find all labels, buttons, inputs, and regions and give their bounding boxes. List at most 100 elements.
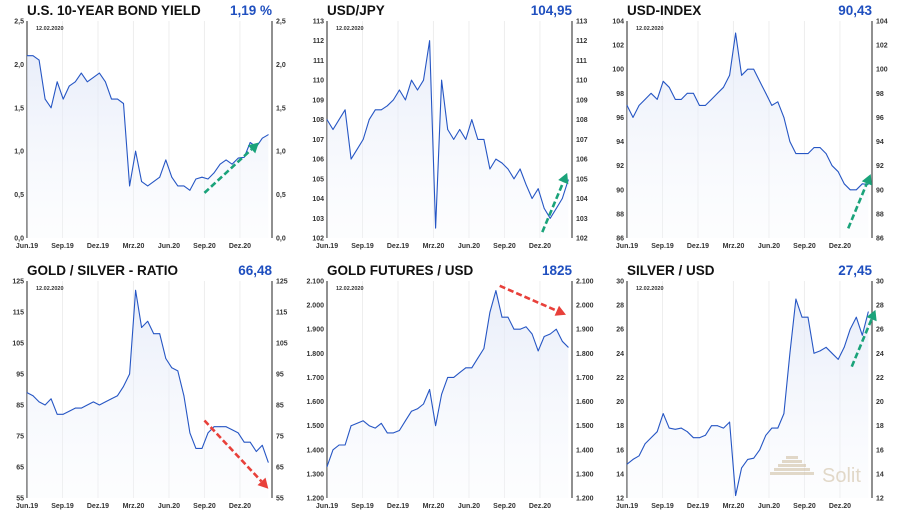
data-point xyxy=(537,188,539,190)
data-point xyxy=(219,163,221,165)
y-tick-label-left: 90 xyxy=(616,187,624,194)
data-point xyxy=(735,495,736,496)
y-tick-label-left: 26 xyxy=(616,327,624,334)
data-point xyxy=(549,333,551,335)
y-tick-label-right: 18 xyxy=(876,423,884,430)
data-point xyxy=(795,298,797,300)
trend-arrowhead xyxy=(558,172,569,185)
data-point xyxy=(398,89,400,91)
data-point xyxy=(237,157,239,159)
y-tick-label-left: 2,5 xyxy=(14,19,24,26)
watermark-text: Solit xyxy=(822,465,861,487)
y-tick-label-left: 12 xyxy=(616,496,624,503)
data-point xyxy=(668,86,670,88)
y-tick-label-left: 2.100 xyxy=(306,279,324,286)
y-tick-label-right: 106 xyxy=(576,157,588,164)
data-point xyxy=(632,117,634,118)
data-point xyxy=(219,426,221,428)
y-tick-label-right: 100 xyxy=(876,67,888,74)
x-tick-label: Sep.19 xyxy=(351,243,374,250)
trend-arrowhead xyxy=(861,174,872,186)
y-tick-label-right: 1.300 xyxy=(576,471,594,478)
data-point xyxy=(380,109,382,111)
data-point xyxy=(153,333,155,335)
current-value: 27,45 xyxy=(838,263,872,278)
data-point xyxy=(471,119,473,121)
data-point xyxy=(705,434,706,436)
data-point xyxy=(117,98,118,100)
y-tick-label-left: 1.200 xyxy=(306,496,324,503)
y-tick-label-right: 75 xyxy=(276,434,284,441)
data-point xyxy=(207,432,209,434)
data-point xyxy=(783,413,785,415)
data-point xyxy=(549,217,551,219)
data-point xyxy=(674,98,676,100)
y-tick-label-left: 1.900 xyxy=(306,327,324,334)
data-point xyxy=(423,403,424,405)
date-label: 12.02.2020 xyxy=(336,26,364,32)
y-tick-label-right: 109 xyxy=(576,97,588,104)
y-tick-label-left: 2,0 xyxy=(14,62,24,69)
data-point xyxy=(44,98,46,100)
data-point xyxy=(374,427,376,429)
y-tick-label-left: 86 xyxy=(616,236,624,243)
data-point xyxy=(692,92,694,94)
y-tick-label-right: 65 xyxy=(276,465,284,472)
data-point xyxy=(789,141,791,142)
data-point xyxy=(326,119,328,121)
trend-arrowhead xyxy=(247,142,259,154)
data-point xyxy=(405,420,406,422)
data-point xyxy=(74,81,76,83)
chart-panel: Jun.19 Sep.19 Dez.19 Mrz.20 Jun.20 Sep.20 Dez.… xyxy=(306,263,594,510)
y-tick-label-left: 20 xyxy=(616,399,624,406)
y-tick-label-left: 107 xyxy=(312,137,324,144)
data-point xyxy=(237,432,239,434)
data-point xyxy=(80,72,82,74)
data-point xyxy=(837,358,839,360)
data-point xyxy=(867,311,869,313)
y-tick-label-right: 104 xyxy=(576,196,588,203)
data-point xyxy=(213,172,215,174)
data-point xyxy=(171,367,173,369)
x-tick-label: Mrz.20 xyxy=(723,503,745,510)
chart-panel: Jun.19 Sep.19 Dez.19 Mrz.20 Jun.20 Sep.20 Dez.… xyxy=(14,3,286,250)
y-tick-label-right: 102 xyxy=(876,43,888,50)
data-point xyxy=(662,413,664,415)
current-value: 66,48 xyxy=(238,263,272,278)
data-point xyxy=(105,401,106,403)
data-point xyxy=(417,89,418,91)
data-point xyxy=(813,352,815,354)
data-point xyxy=(771,427,773,429)
data-point xyxy=(843,346,845,348)
x-tick-label: Sep.20 xyxy=(493,243,516,250)
data-point xyxy=(338,444,340,446)
data-point xyxy=(489,168,491,170)
data-point xyxy=(165,358,167,359)
y-tick-label-right: 111 xyxy=(576,58,587,65)
data-point xyxy=(344,444,346,446)
data-point xyxy=(477,357,479,359)
y-tick-label-right: 2.100 xyxy=(576,279,594,286)
data-point xyxy=(141,181,143,182)
data-point xyxy=(525,184,527,186)
date-label: 12.02.2020 xyxy=(336,286,364,292)
x-tick-label: Sep.20 xyxy=(193,243,216,250)
data-point xyxy=(861,334,863,336)
data-point xyxy=(507,168,509,170)
data-point xyxy=(519,168,521,170)
series-area xyxy=(27,55,269,239)
data-point xyxy=(362,138,364,140)
data-point xyxy=(632,459,634,460)
series-area xyxy=(327,40,569,239)
x-tick-label: Mrz.20 xyxy=(123,243,145,250)
data-point xyxy=(489,311,491,313)
data-point xyxy=(123,103,124,104)
data-point xyxy=(459,372,461,374)
data-point xyxy=(819,350,821,352)
data-point xyxy=(26,55,28,57)
y-tick-label-left: 105 xyxy=(312,176,324,183)
data-point xyxy=(153,181,155,182)
x-tick-label: Dez.20 xyxy=(229,243,251,250)
data-point xyxy=(249,142,251,143)
